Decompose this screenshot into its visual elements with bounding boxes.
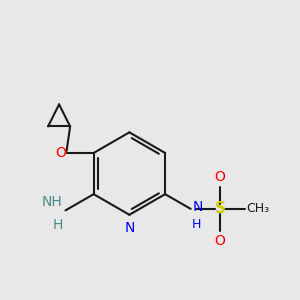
Text: O: O <box>215 170 226 184</box>
Text: NH: NH <box>42 195 63 209</box>
Text: CH₃: CH₃ <box>246 202 269 215</box>
Text: N: N <box>192 200 203 214</box>
Text: H: H <box>192 218 202 231</box>
Text: N: N <box>124 221 135 235</box>
Text: O: O <box>55 146 66 160</box>
Text: S: S <box>214 201 226 216</box>
Text: O: O <box>215 234 226 248</box>
Text: H: H <box>52 218 63 232</box>
